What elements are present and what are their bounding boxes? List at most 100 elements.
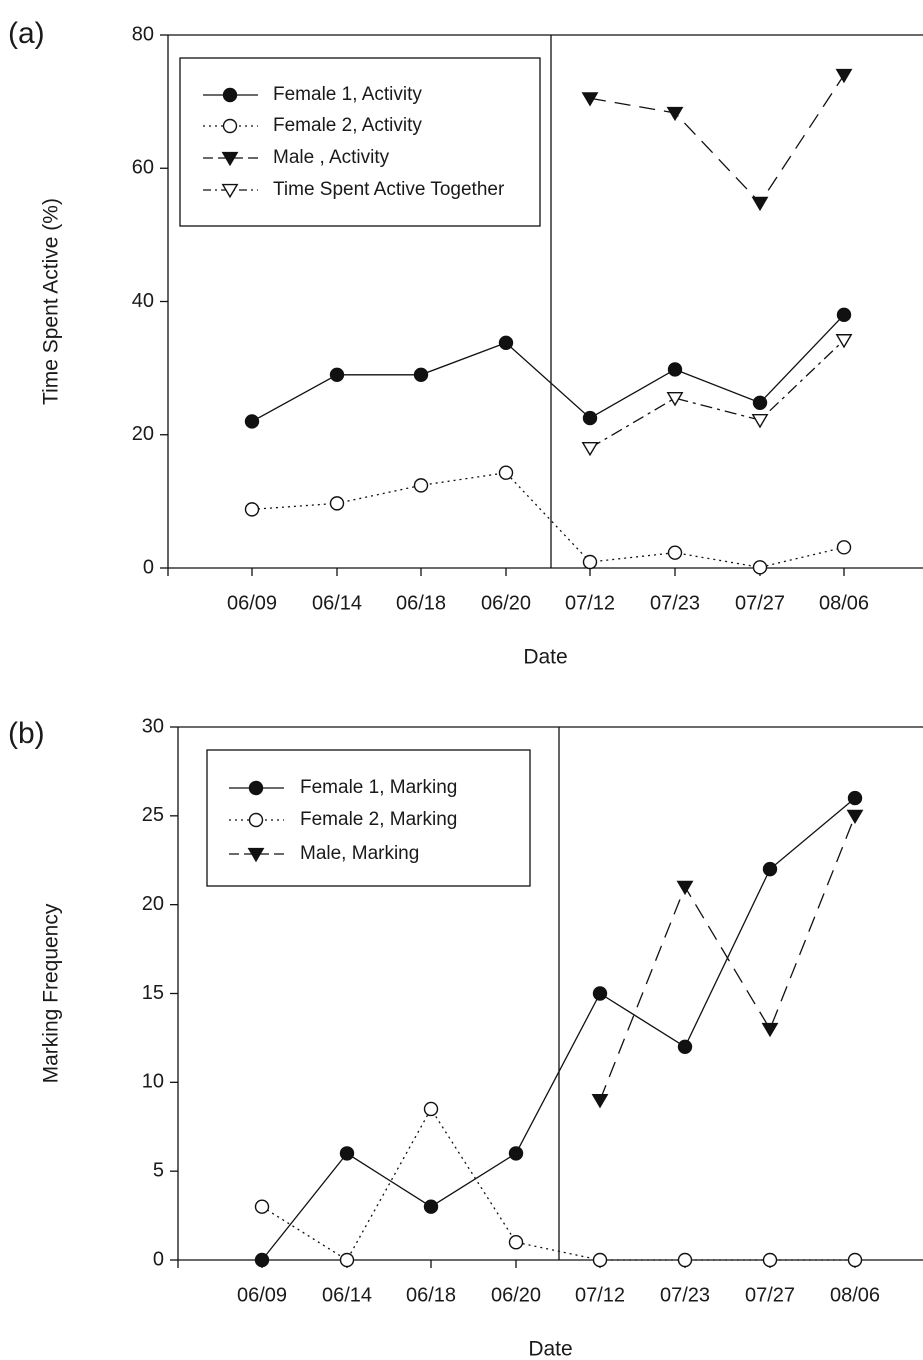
- x-tick-label-06-18: 06/18: [396, 592, 446, 614]
- data-point-female-2-marking-08-06: [847, 1252, 863, 1268]
- legend-marker-time-spent-active-together: [221, 183, 239, 199]
- series-female-1-activity: [244, 307, 852, 429]
- x-tick-label-07-27: 07/27: [735, 592, 785, 614]
- data-point-male-marking-07-27: [761, 1022, 779, 1038]
- data-point-female-1-activity-07-23: [667, 362, 683, 377]
- data-point-female-2-activity-08-06: [836, 540, 852, 555]
- x-tick-label-06-14: 06/14: [312, 592, 362, 614]
- data-point-time-spent-active-together-07-27: [751, 413, 769, 429]
- data-point-female-1-activity-07-27: [752, 395, 768, 410]
- series-time-spent-active-together: [581, 334, 853, 457]
- x-tick-label-06-09: 06/09: [237, 1284, 287, 1306]
- y-tick-label: 20: [132, 423, 154, 445]
- series-line-female-1-activity: [251, 314, 845, 422]
- y-tick-label: 30: [142, 715, 164, 737]
- panel-b: (b) 0 5 10 15 20 25 30 06/09 06/14 06/18 06/20 07/12…: [8, 715, 923, 1360]
- legend-marker-female-2-activity: [222, 118, 238, 134]
- legend-marker-female-2-marking: [248, 812, 264, 828]
- data-point-time-spent-active-together-07-23: [666, 392, 684, 407]
- data-point-male-marking-07-23: [676, 880, 694, 896]
- y-tick-label: 15: [142, 982, 164, 1004]
- data-point-female-2-marking-06-20: [508, 1235, 524, 1250]
- x-tick-label-07-23: 07/23: [660, 1284, 710, 1306]
- x-tick-label-07-12: 07/12: [565, 592, 615, 614]
- x-tick-label-06-09: 06/09: [227, 592, 277, 614]
- series-line-female-2-marking: [261, 1107, 855, 1261]
- data-point-female-2-activity-07-27: [752, 560, 768, 575]
- data-point-male-activity-07-27: [751, 196, 769, 212]
- y-tick-label: 20: [142, 893, 164, 915]
- x-tick-label-06-20: 06/20: [491, 1284, 541, 1306]
- series-line-male-activity: [589, 74, 845, 204]
- panel-label: (b): [8, 717, 45, 750]
- data-point-female-2-marking-07-23: [677, 1252, 693, 1268]
- series-female-2-marking: [254, 1101, 863, 1268]
- x-tick-label-07-12: 07/12: [575, 1284, 625, 1306]
- series-line-male-marking: [599, 815, 856, 1101]
- data-point-female-1-activity-08-06: [836, 307, 852, 323]
- panel-a: (a) 0 20 40 60 80 06/09 06/14 06/18 06/20 07/12 07/…: [8, 17, 923, 669]
- x-tick-label-06-14: 06/14: [322, 1284, 372, 1306]
- y-tick-label: 5: [153, 1159, 164, 1181]
- legend-label-female-1-activity: Female 1, Activity: [273, 84, 422, 105]
- data-point-female-1-marking-07-12: [592, 986, 608, 1001]
- data-point-male-activity-08-06: [835, 68, 853, 84]
- x-axis-label: Date: [528, 1338, 572, 1360]
- legend-marker-female-1-activity: [222, 87, 238, 103]
- legend: Female 1, Activity Female 2, Activity Male…: [179, 57, 541, 227]
- x-tick-label-06-20: 06/20: [481, 592, 531, 614]
- legend-label-female-2-activity: Female 2, Activity: [273, 115, 422, 136]
- legend: Female 1, Marking Female 2, Marking Male, …: [206, 749, 531, 887]
- legend-label-male-activity: Male , Activity: [273, 147, 390, 168]
- data-point-female-2-activity-06-09: [244, 502, 260, 517]
- legend-marker-male-activity: [221, 151, 239, 167]
- data-point-female-1-activity-06-14: [329, 367, 345, 382]
- series-male-activity: [581, 68, 853, 212]
- panel-label: (a): [8, 17, 45, 50]
- x-tick-label-07-23: 07/23: [650, 592, 700, 614]
- y-tick-label: 80: [132, 23, 154, 45]
- series-line-female-2-activity: [251, 472, 845, 568]
- data-point-female-1-activity-06-18: [413, 367, 429, 382]
- legend-label-male-marking: Male, Marking: [300, 843, 419, 864]
- x-tick-label-08-06: 08/06: [830, 1284, 880, 1306]
- legend-marker-male-marking: [247, 847, 265, 863]
- x-axis-label: Date: [523, 646, 567, 669]
- y-axis-label: Time Spent Active (%): [40, 198, 63, 405]
- x-tick-label-07-27: 07/27: [745, 1284, 795, 1306]
- legend-box: [179, 57, 541, 227]
- series-female-2-activity: [244, 465, 852, 575]
- series-line-female-1-marking: [261, 797, 856, 1261]
- data-point-female-2-marking-07-12: [592, 1252, 608, 1268]
- y-tick-label: 40: [132, 290, 154, 312]
- y-tick-label: 10: [142, 1071, 164, 1093]
- data-point-female-2-activity-06-14: [329, 496, 345, 511]
- data-point-female-2-activity-07-23: [667, 545, 683, 560]
- legend-marker-female-1-marking: [248, 780, 264, 796]
- data-point-female-1-marking-06-18: [423, 1199, 439, 1214]
- data-point-female-1-marking-06-14: [339, 1146, 355, 1161]
- data-point-female-1-marking-06-20: [508, 1146, 524, 1161]
- data-point-time-spent-active-together-08-06: [835, 334, 853, 349]
- y-tick-label: 0: [153, 1248, 164, 1270]
- legend-label-female-2-marking: Female 2, Marking: [300, 809, 457, 830]
- legend-label-female-1-marking: Female 1, Marking: [300, 777, 457, 798]
- data-point-male-marking-07-12: [591, 1093, 609, 1109]
- data-point-male-activity-07-23: [666, 106, 684, 122]
- data-point-female-1-marking-07-27: [762, 861, 778, 877]
- data-point-female-1-activity-06-20: [498, 335, 514, 351]
- y-tick-label: 25: [142, 804, 164, 826]
- x-tick-label-06-18: 06/18: [406, 1284, 456, 1306]
- legend-label-time-spent-active-together: Time Spent Active Together: [273, 179, 505, 200]
- series-female-1-marking: [254, 790, 863, 1268]
- data-point-female-2-activity-06-20: [498, 465, 514, 480]
- x-tick-label-08-06: 08/06: [819, 592, 869, 614]
- data-point-female-1-marking-08-06: [847, 790, 863, 806]
- data-point-female-2-marking-07-27: [762, 1252, 778, 1268]
- data-point-time-spent-active-together-07-12: [581, 441, 599, 457]
- data-point-female-2-marking-06-14: [339, 1252, 355, 1268]
- y-tick-label: 60: [132, 157, 154, 179]
- data-point-female-1-marking-07-23: [677, 1039, 693, 1055]
- data-point-female-1-activity-06-09: [244, 414, 260, 429]
